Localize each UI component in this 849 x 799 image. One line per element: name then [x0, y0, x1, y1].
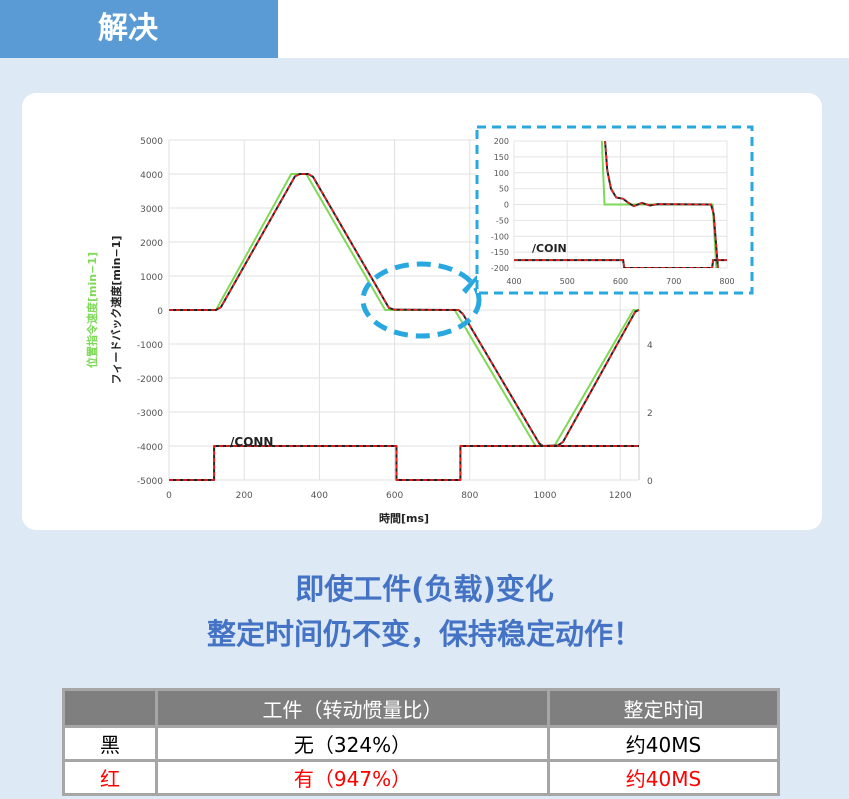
table-header: [65, 691, 155, 725]
inset-y-tick-label: 50: [499, 185, 509, 194]
y-axis-label-command: 位置指令速度[min−1]: [85, 252, 99, 368]
section-tab-solution: 解决: [0, 0, 278, 58]
x-axis-label: 時間[ms]: [379, 511, 429, 525]
y-tick-label: -1000: [137, 341, 163, 351]
table-cell: 黑: [65, 728, 155, 759]
y2-tick-label: 0: [647, 477, 653, 487]
table-cell: 约40MS: [550, 762, 777, 793]
highlight-ellipse: [360, 261, 482, 339]
inset-feedback-red: [604, 141, 719, 268]
comparison-table: 工件（转动惯量比） 整定时间 黑 无（324%） 约40MS 红 有（947%）…: [62, 688, 780, 796]
x-tick-label: 200: [236, 491, 253, 501]
inset-y-tick-label: 0: [504, 201, 509, 210]
inset-y-tick-label: -100: [491, 232, 509, 241]
headline-line2: 整定时间仍不变，保持稳定动作！: [206, 617, 642, 651]
inset-x-tick-label: 400: [506, 277, 521, 286]
x-tick-label: 400: [311, 491, 328, 501]
inset-x-tick-label: 500: [560, 277, 575, 286]
table-header: 工件（转动惯量比）: [158, 691, 547, 725]
inset-x-tick-label: 600: [613, 277, 628, 286]
x-tick-label: 1000: [534, 491, 557, 501]
y-tick-label: -4000: [137, 443, 163, 453]
table-row: 黑 无（324%） 约40MS: [65, 728, 777, 759]
x-tick-label: 800: [461, 491, 478, 501]
inset-y-tick-label: 150: [494, 153, 509, 162]
x-tick-label: 0: [166, 491, 172, 501]
inset-x-tick-label: 700: [666, 277, 681, 286]
table-cell: 约40MS: [550, 728, 777, 759]
inset-y-tick-label: -50: [496, 216, 509, 225]
inset-box: [475, 125, 754, 295]
y2-tick-label: 4: [647, 341, 653, 351]
inset-y-tick-label: 200: [494, 137, 509, 146]
inset-x-tick-label: 800: [719, 277, 734, 286]
table-cell: 无（324%）: [158, 728, 547, 759]
y-tick-label: 2000: [140, 239, 163, 249]
velocity-chart: 500040003000200010000-1000-2000-3000-400…: [85, 125, 754, 525]
inset-y-tick-label: -200: [491, 264, 509, 273]
y-tick-label: -5000: [137, 477, 163, 487]
table-cell: 有（947%）: [158, 762, 547, 793]
y-tick-label: 5000: [140, 137, 163, 147]
feedback-line-red: [169, 173, 640, 447]
table-cell: 红: [65, 762, 155, 793]
top-strip: [278, 0, 849, 58]
y-axis-label-feedback: フィードバック速度[min−1]: [109, 236, 123, 385]
y-tick-label: -3000: [137, 409, 163, 419]
inset-y-tick-label: -150: [491, 248, 509, 257]
headline-line1: 即使工件(负载)变化: [295, 572, 554, 606]
table-header: 整定时间: [550, 691, 777, 725]
y-tick-label: 1000: [140, 273, 163, 283]
x-tick-label: 1200: [609, 491, 632, 501]
conn-signal-red: [169, 445, 639, 481]
table-header-row: 工件（转动惯量比） 整定时间: [65, 691, 777, 725]
conn-annotation: /CONN: [230, 435, 273, 449]
conn-signal-black: [169, 445, 639, 481]
coin-annotation: /COIN: [532, 242, 567, 255]
y2-tick-label: 2: [647, 409, 653, 419]
table-row: 红 有（947%） 约40MS: [65, 762, 777, 793]
inset-y-tick-label: 100: [494, 169, 509, 178]
x-tick-label: 600: [386, 491, 403, 501]
inset-coin-black: [514, 259, 727, 268]
y-tick-label: 3000: [140, 205, 163, 215]
y-tick-label: -2000: [137, 375, 163, 385]
y-tick-label: 0: [157, 307, 163, 317]
y-tick-label: 4000: [140, 171, 163, 181]
inset-plot: [514, 141, 727, 268]
